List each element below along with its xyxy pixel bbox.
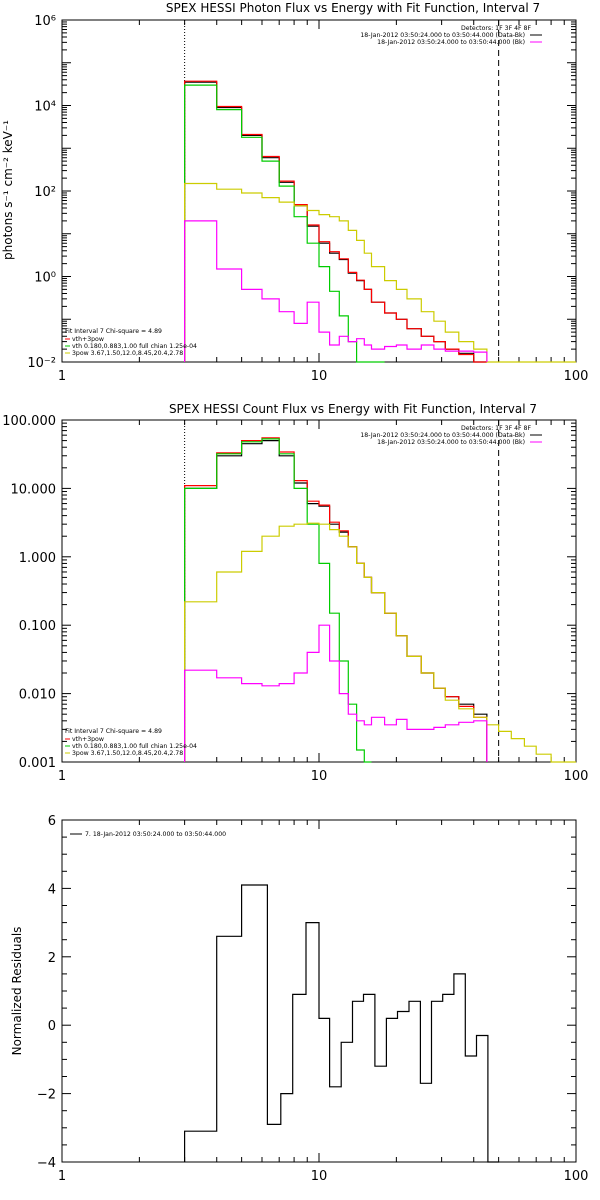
panel2-y-tick-label: 2 [48,951,56,966]
panel0-y-tick-label: 10² [34,185,56,200]
photon-flux-legend-3pow: 3pow 3.67,1.50,12.0,8.45,20.4,2.78 [72,350,183,357]
photon-flux-title: SPEX HESSI Photon Flux vs Energy with Fi… [166,1,540,15]
panel2-x-tick-label: 100 [564,1169,589,1184]
count-flux-legend-detectors: Detectors: 1F 3F 4F 8F [461,425,532,432]
count-flux-markers [184,420,500,762]
photon-flux-legend-bottom: Fit Interval 7 Chi-square = 4.89 vth+3po… [65,328,197,357]
residuals-y-axis-label: Normalized Residuals [10,927,24,1056]
panel2-x-tick-label: 1 [58,1169,66,1184]
panel0-series-3pow [184,182,576,363]
panel0-x-tick-label: 100 [564,369,589,384]
photon-flux-legend-bk: 18-Jan-2012 03:50:24.000 to 03:50:44.000… [377,39,525,46]
photon-flux-legend-detectors: Detectors: 1F 3F 4F 8F [461,25,532,32]
panel2-x-tick-label: 10 [311,1169,328,1184]
residuals-ticks: 1 10 100 −4 −2 0 2 4 6 [37,814,589,1184]
panel1-series-bk [184,624,488,762]
panel2-y-tick-label: 6 [48,814,56,829]
photon-flux-legend-data-bk: 18-Jan-2012 03:50:24.000 to 03:50:44.000… [360,32,525,39]
panel2-y-tick-label: 0 [48,1019,56,1034]
residuals-legend: 7. 18-Jan-2012 03:50:24.000 to 03:50:44.… [70,831,226,838]
count-flux-legend-bottom: Fit Interval 7 Chi-square = 4.89 vth+3po… [65,728,197,757]
photon-flux-panel: SPEX HESSI Photon Flux vs Energy with Fi… [1,1,588,384]
count-flux-legend-vth: vth 0.180,0.883,1.00 full chian 1.25e-04 [72,743,197,750]
panel0-series-vth-3pow [184,80,487,363]
panel2-y-tick-label: −2 [37,1088,56,1103]
panel1-series-3pow [184,522,576,763]
panel1-x-tick-label: 1 [58,769,66,784]
panel1-y-tick-label: 10.000 [11,482,57,497]
panel0-series-data-bk [184,81,487,363]
residuals-series [184,884,500,1163]
count-flux-panel: SPEX HESSI Count Flux vs Energy with Fit… [2,402,588,784]
count-flux-legend-bk: 18-Jan-2012 03:50:24.000 to 03:50:44.000… [377,439,525,446]
panel1-y-tick-label: 1.000 [19,551,56,566]
panel2-series-residuals [184,884,500,1163]
residuals-panel: Normalized Residuals 1 10 100 −4 −2 0 2 4 6 7. 1… [10,814,588,1184]
count-flux-legend-vth3pow: vth+3pow [72,736,104,743]
count-flux-legend-top: Detectors: 1F 3F 4F 8F 18-Jan-2012 03:50… [360,425,542,446]
residuals-legend-label: 7. 18-Jan-2012 03:50:24.000 to 03:50:44.… [85,831,226,838]
panel0-series-vth [184,84,385,363]
photon-flux-legend-vth: vth 0.180,0.883,1.00 full chian 1.25e-04 [72,343,197,350]
photon-flux-y-axis-label: photons s⁻¹ cm⁻² keV⁻¹ [1,120,15,260]
panel1-series-data-bk [184,440,488,762]
panel0-x-tick-label: 10 [311,369,328,384]
panel0-y-tick-label: 10⁻² [27,356,56,371]
photon-flux-legend-top: Detectors: 1F 3F 4F 8F 18-Jan-2012 03:50… [360,25,542,46]
panel0-y-tick-label: 10⁴ [34,100,56,115]
count-flux-series [184,437,576,763]
count-flux-legend-3pow: 3pow 3.67,1.50,12.0,8.45,20.4,2.78 [72,750,183,757]
panel1-series-vth-3pow [184,437,488,762]
panel1-x-tick-label: 10 [311,769,328,784]
panel0-y-tick-label: 10⁰ [34,271,56,286]
photon-flux-ticks: 1 10 100 10⁻² 10⁰ 10² 10⁴ 10⁶ [27,14,588,384]
panel1-series-vth [184,438,372,763]
panel1-y-tick-label: 0.100 [19,619,56,634]
panel1-y-tick-label: 100.000 [2,414,56,429]
photon-flux-legend-vth3pow: vth+3pow [72,336,104,343]
panel0-y-tick-label: 10⁶ [34,14,56,29]
panel0-series-bk [184,220,488,362]
count-flux-legend-fit-header: Fit Interval 7 Chi-square = 4.89 [65,728,162,735]
panel0-x-tick-label: 1 [58,369,66,384]
photon-flux-markers [184,20,500,362]
panel1-x-tick-label: 100 [564,769,589,784]
count-flux-title: SPEX HESSI Count Flux vs Energy with Fit… [169,402,537,416]
panel2-y-tick-label: 4 [48,882,56,897]
count-flux-legend-data-bk: 18-Jan-2012 03:50:24.000 to 03:50:44.000… [360,432,525,439]
panel1-y-tick-label: 0.001 [19,756,56,771]
panel2-y-tick-label: −4 [37,1156,56,1171]
photon-flux-legend-fit-header: Fit Interval 7 Chi-square = 4.89 [65,328,162,335]
count-flux-ticks: 1 10 100 0.001 0.010 0.100 1.000 10.000 100.000 [2,414,588,784]
photon-flux-series [184,80,576,363]
panel1-y-tick-label: 0.010 [19,688,56,703]
